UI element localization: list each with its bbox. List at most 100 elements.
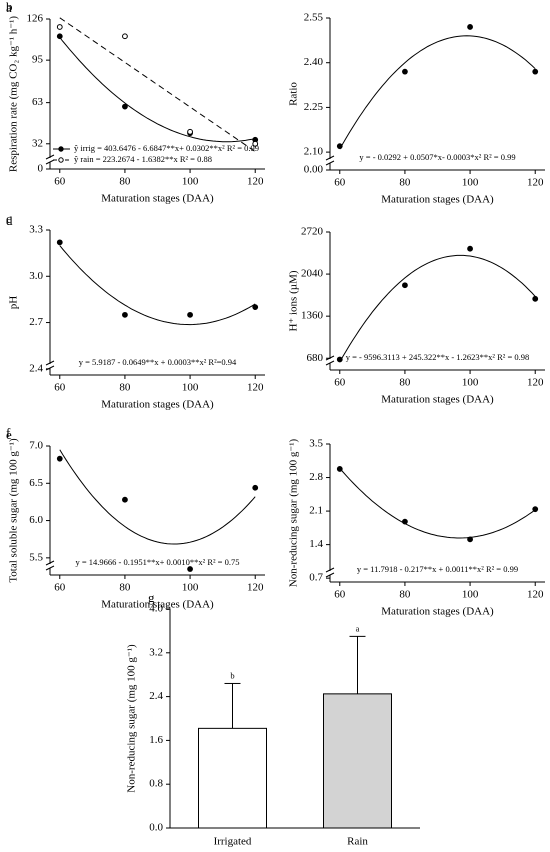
x-tick-label: Irrigated bbox=[214, 836, 252, 848]
data-point bbox=[467, 245, 473, 252]
x-tick-label: 80 bbox=[119, 382, 131, 394]
data-point bbox=[56, 24, 63, 30]
y-tick-label: 6.0 bbox=[29, 514, 43, 526]
data-point bbox=[532, 68, 539, 75]
x-tick-label: 80 bbox=[399, 377, 411, 389]
y-tick-label: 2040 bbox=[301, 268, 324, 280]
x-tick-label: 100 bbox=[462, 177, 479, 189]
y-tick-label: 2.55 bbox=[304, 12, 324, 24]
y-tick-label: 0.8 bbox=[149, 778, 163, 790]
data-point bbox=[122, 311, 128, 318]
axis-break bbox=[325, 567, 335, 573]
legend-label: ŷ irrig = 403.6476 - 6.6847**x+ 0.0302**… bbox=[74, 143, 259, 153]
data-point bbox=[252, 484, 259, 491]
y-tick-label: 0.7 bbox=[309, 572, 323, 584]
x-tick-label: 60 bbox=[334, 377, 346, 389]
y-tick-label: 2.1 bbox=[309, 505, 323, 517]
data-point bbox=[336, 466, 343, 472]
y-tick-label: 126 bbox=[27, 13, 44, 25]
axis-break bbox=[45, 365, 55, 371]
data-point bbox=[402, 282, 408, 289]
y-axis-label: H⁺ ions (µM) bbox=[288, 270, 300, 331]
equation: y = 5.9187 - 0.0649**x + 0.0003**x² R²=0… bbox=[79, 357, 237, 367]
x-tick-label: 120 bbox=[527, 177, 544, 189]
y-tick-label: 1.4 bbox=[309, 538, 323, 550]
x-axis-label: Maturation stages (DAA) bbox=[101, 193, 214, 205]
axis-break-gap bbox=[326, 571, 334, 575]
data-point bbox=[56, 455, 63, 462]
y-tick-label: 5.5 bbox=[29, 551, 43, 563]
axis-break bbox=[325, 360, 335, 366]
y-axis-label: Non-reducing sugar (mg 100 g⁻¹) bbox=[288, 438, 300, 587]
x-tick-label: 80 bbox=[399, 589, 411, 601]
y-tick-label: 0.00 bbox=[304, 164, 324, 176]
fit-curve bbox=[59, 17, 256, 153]
y-tick-label: 2.40 bbox=[304, 56, 324, 68]
y-tick-label: 2.4 bbox=[149, 690, 163, 702]
y-tick-label: 4.0 bbox=[149, 603, 163, 615]
y-axis-label: Respiration rate (mg CO₂ kg⁻¹ h⁻¹) bbox=[8, 16, 20, 172]
data-point bbox=[187, 128, 193, 135]
axis-break bbox=[45, 154, 55, 160]
data-point bbox=[56, 239, 63, 246]
x-tick-label: 60 bbox=[54, 176, 66, 188]
x-axis-label: Maturation stages (DAA) bbox=[381, 394, 494, 406]
data-point bbox=[402, 518, 408, 525]
x-tick-label: Rain bbox=[347, 836, 368, 848]
fit-curve bbox=[339, 35, 536, 150]
fit-curve bbox=[339, 467, 536, 539]
panel-letter: g bbox=[148, 590, 155, 605]
panel-letter: c bbox=[6, 211, 12, 226]
y-tick-label: 3.0 bbox=[29, 270, 43, 282]
axis-break bbox=[325, 572, 335, 578]
equation: y = - 9596.3113 + 245.322**x - 1.2623**x… bbox=[346, 352, 530, 362]
y-axis-label: Ratio bbox=[288, 82, 300, 106]
x-tick-label: 100 bbox=[462, 377, 479, 389]
equation: y = - 0.0292 + 0.0507*x- 0.0003*x² R² = … bbox=[359, 152, 515, 162]
data-point bbox=[187, 311, 193, 318]
axis-break bbox=[45, 159, 55, 165]
data-point bbox=[252, 140, 259, 147]
fit-curve bbox=[59, 245, 256, 326]
panel-letter: b bbox=[6, 0, 13, 14]
y-axis-label: Total soluble sugar (mg 100 g⁻¹) bbox=[8, 438, 20, 583]
data-point bbox=[336, 143, 343, 150]
panel-letter: e bbox=[6, 427, 12, 442]
panel-letter: d bbox=[6, 213, 13, 228]
y-tick-label: 3.3 bbox=[29, 224, 43, 236]
fit-curve bbox=[59, 37, 256, 143]
data-point bbox=[252, 304, 259, 311]
x-axis-label: Maturation stages (DAA) bbox=[381, 606, 494, 618]
data-point bbox=[122, 33, 128, 40]
y-tick-label: 2.7 bbox=[29, 316, 43, 328]
fit-curve bbox=[59, 449, 256, 545]
axis-break bbox=[325, 160, 335, 166]
axis-break bbox=[45, 560, 55, 566]
fit-curve bbox=[339, 254, 536, 363]
x-tick-label: 80 bbox=[119, 582, 131, 594]
axis-break-gap bbox=[326, 159, 334, 163]
y-tick-label: 2.4 bbox=[29, 362, 43, 374]
y-tick-label: 1360 bbox=[301, 310, 324, 322]
x-tick-label: 60 bbox=[334, 589, 346, 601]
y-tick-label: 95 bbox=[32, 54, 44, 66]
data-point bbox=[122, 103, 128, 110]
x-axis-label: Maturation stages (DAA) bbox=[381, 194, 494, 206]
axis-break-gap bbox=[46, 364, 54, 368]
x-tick-label: 120 bbox=[247, 176, 264, 188]
y-tick-label: 32 bbox=[32, 137, 43, 149]
y-tick-label: 3.2 bbox=[149, 646, 163, 658]
y-tick-label: 3.5 bbox=[309, 438, 323, 450]
x-tick-label: 120 bbox=[527, 377, 544, 389]
axis-break bbox=[45, 360, 55, 366]
y-tick-label: 7.0 bbox=[29, 440, 43, 452]
legend-label: ŷ rain = 223.2674 - 1.6382**x R² = 0.88 bbox=[74, 154, 212, 164]
panel-letter: f bbox=[6, 425, 11, 440]
x-tick-label: 120 bbox=[247, 382, 264, 394]
data-point bbox=[56, 33, 63, 40]
x-tick-label: 100 bbox=[462, 589, 479, 601]
x-axis-label: Maturation stages (DAA) bbox=[101, 599, 214, 611]
x-tick-label: 60 bbox=[54, 582, 66, 594]
y-tick-label: 1.6 bbox=[149, 734, 163, 746]
y-tick-label: 63 bbox=[32, 96, 44, 108]
